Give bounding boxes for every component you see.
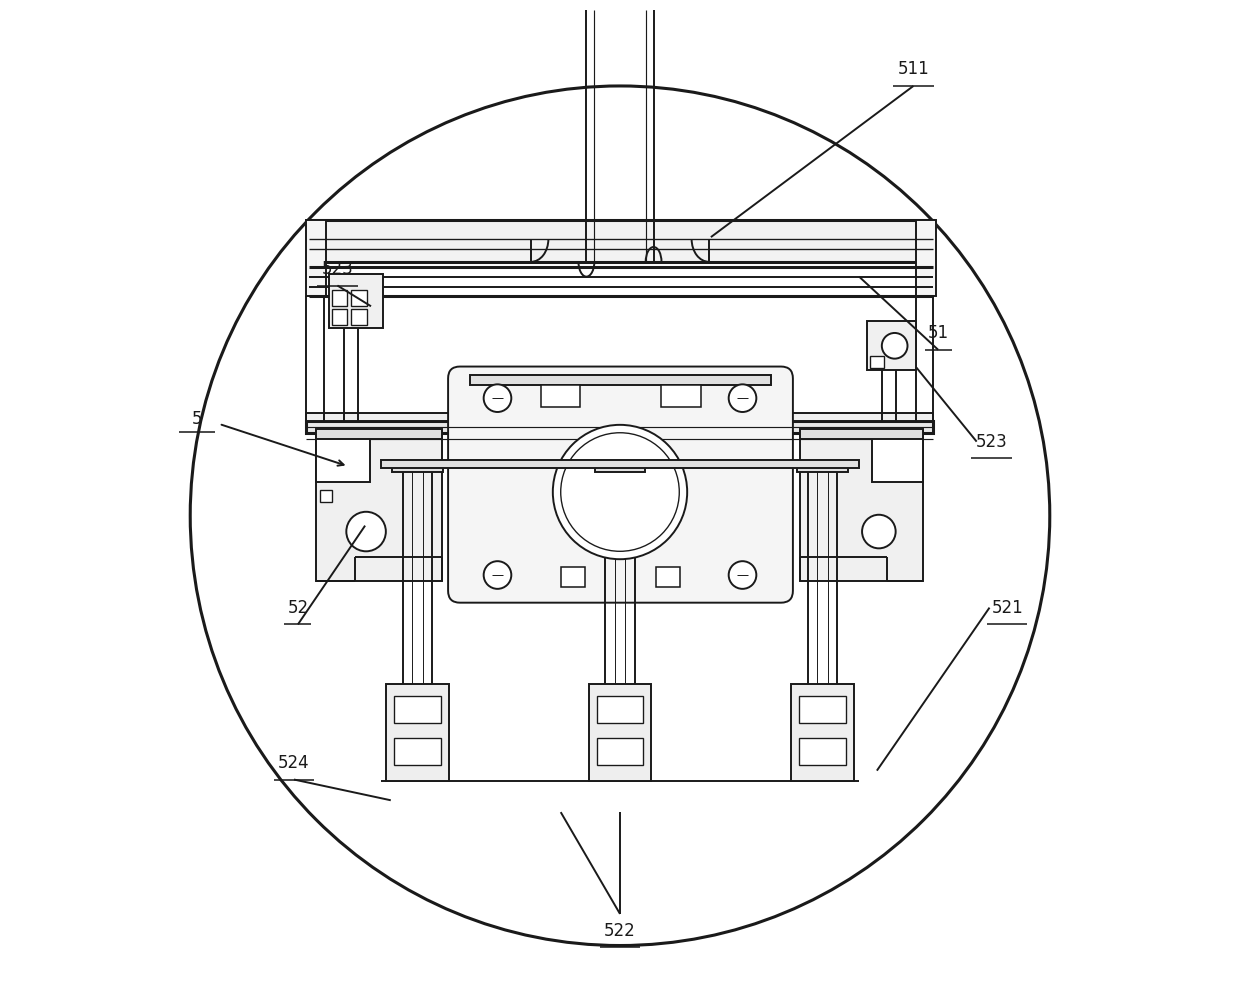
Bar: [661, 385, 701, 407]
Bar: [316, 429, 443, 439]
Circle shape: [553, 425, 687, 559]
Bar: [541, 385, 580, 407]
Bar: [331, 309, 347, 325]
Bar: [800, 429, 924, 439]
Bar: [800, 697, 846, 723]
Circle shape: [729, 561, 756, 589]
Bar: [656, 567, 681, 587]
Bar: [394, 697, 440, 723]
Text: 523: 523: [321, 260, 353, 278]
Bar: [916, 220, 936, 296]
Text: 523: 523: [976, 433, 1007, 451]
Bar: [306, 421, 934, 433]
Text: 522: 522: [604, 922, 636, 940]
Circle shape: [484, 384, 511, 412]
Bar: [316, 430, 443, 581]
Text: 521: 521: [992, 599, 1023, 617]
Bar: [306, 220, 326, 296]
Text: 5: 5: [192, 410, 202, 428]
Bar: [329, 274, 383, 328]
Bar: [800, 430, 924, 581]
Circle shape: [729, 384, 756, 412]
Bar: [351, 309, 367, 325]
Bar: [791, 684, 853, 781]
Bar: [316, 430, 370, 482]
Bar: [870, 356, 884, 368]
Bar: [309, 220, 934, 262]
Bar: [320, 490, 331, 502]
Bar: [351, 290, 367, 306]
Text: 51: 51: [928, 324, 949, 342]
Bar: [392, 464, 443, 472]
Bar: [800, 738, 846, 765]
Circle shape: [484, 561, 511, 589]
FancyBboxPatch shape: [448, 367, 792, 603]
Circle shape: [346, 512, 386, 551]
Bar: [470, 375, 771, 385]
Bar: [595, 464, 645, 472]
Circle shape: [882, 333, 908, 359]
Bar: [381, 460, 859, 468]
Circle shape: [190, 86, 1050, 946]
Bar: [589, 684, 651, 781]
Bar: [596, 697, 644, 723]
Bar: [394, 738, 440, 765]
Bar: [387, 684, 449, 781]
Bar: [560, 567, 585, 587]
Bar: [867, 321, 916, 370]
Bar: [872, 430, 924, 482]
Text: 511: 511: [898, 60, 929, 78]
Circle shape: [862, 515, 895, 548]
Bar: [797, 464, 848, 472]
Bar: [596, 738, 644, 765]
Bar: [306, 413, 934, 421]
Text: 524: 524: [278, 754, 310, 772]
Bar: [331, 290, 347, 306]
Text: 52: 52: [288, 599, 309, 617]
